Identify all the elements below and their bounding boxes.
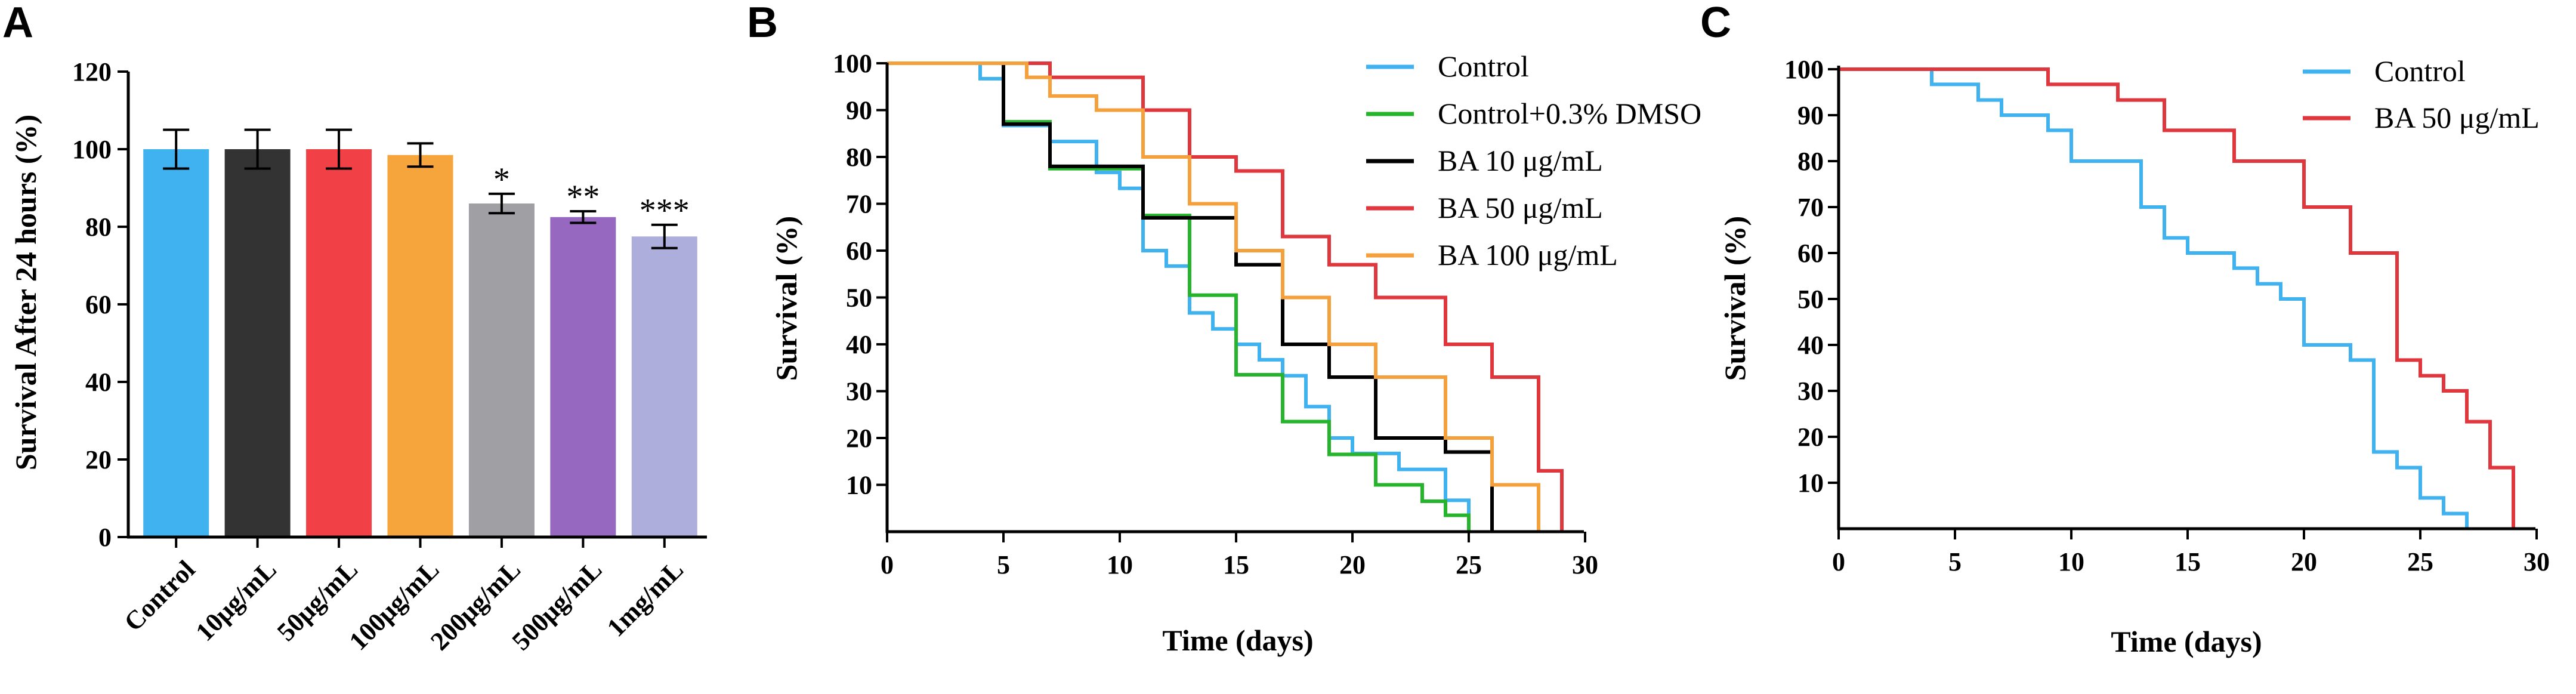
panel-letter-b: B xyxy=(747,0,778,47)
bar-5 xyxy=(550,217,616,537)
y-tick-label-3: 40 xyxy=(1797,331,1824,360)
x-tick-label-5: 500μg/mL xyxy=(506,554,608,656)
y-tick-label-9: 100 xyxy=(833,49,872,78)
bar-1 xyxy=(224,149,291,537)
x-tick-label-2: 10 xyxy=(2058,547,2084,576)
legend-c: Control BA 50 μg/mL xyxy=(2303,54,2540,134)
y-tick-label-7: 80 xyxy=(1797,147,1824,176)
y-tick-label-5: 100 xyxy=(72,135,112,164)
y-tick-label-2: 30 xyxy=(846,377,872,406)
legend-label-1: BA 50 μg/mL xyxy=(2374,101,2540,134)
y-tick-label-1: 20 xyxy=(846,424,872,453)
y-ticks-a: 0 20 40 60 80 100 120 xyxy=(72,57,128,552)
panel-c-survival-chart: 10 20 30 40 50 60 70 80 90 100 0 5 10 15 20 25 30 Survi… xyxy=(1718,54,2550,658)
y-tick-label-3: 40 xyxy=(846,330,872,359)
legend-label-0: Control xyxy=(2374,54,2466,88)
y-tick-label-0: 0 xyxy=(98,523,112,552)
y-tick-label-5: 60 xyxy=(1797,239,1824,268)
x-axis-title-b: Time (days) xyxy=(1162,624,1313,657)
x-tick-label-0: 0 xyxy=(1832,547,1845,576)
legend-b: Control Control+0.3% DMSO BA 10 μg/mL BA 50… xyxy=(1366,50,1701,272)
x-tick-label-6: 30 xyxy=(2524,547,2550,576)
y-tick-label-1: 20 xyxy=(1797,422,1824,452)
x-tick-label-6: 30 xyxy=(1572,550,1598,579)
y-tick-label-8: 90 xyxy=(846,96,872,125)
y-tick-label-6: 70 xyxy=(846,190,872,219)
x-tick-label-5: 25 xyxy=(2407,547,2433,576)
y-tick-label-0: 10 xyxy=(846,471,872,500)
x-tick-label-5: 25 xyxy=(1456,550,1482,579)
series-line-1 xyxy=(1839,67,2515,529)
panel-b-survival-chart: 10 20 30 40 50 60 70 80 90 100 0 5 10 15 20 25 30 Survi… xyxy=(770,49,1701,657)
y-axis-title-a: Survival After 24 hours (%) xyxy=(9,115,42,470)
significance-5: ** xyxy=(566,178,600,215)
legend-label-2: BA 10 μg/mL xyxy=(1438,144,1603,177)
x-tick-label-1: 5 xyxy=(1948,547,1962,576)
y-ticks-b: 10 20 30 40 50 60 70 80 90 100 xyxy=(833,49,887,500)
x-tick-label-0: 0 xyxy=(881,550,894,579)
y-tick-label-4: 50 xyxy=(1797,285,1824,314)
series-line-4 xyxy=(887,61,1540,532)
y-tick-label-4: 80 xyxy=(85,212,112,242)
bar-4 xyxy=(468,203,535,537)
significance-6: *** xyxy=(640,192,690,229)
x-tick-label-6: 1mg/mL xyxy=(601,554,689,642)
series-line-3 xyxy=(887,61,1564,532)
x-tick-label-4: 20 xyxy=(1339,550,1366,579)
legend-label-3: BA 50 μg/mL xyxy=(1438,191,1603,224)
bars-a xyxy=(143,149,697,537)
significance-labels-a: * ** *** xyxy=(493,161,690,229)
series-line-0 xyxy=(1839,67,2469,529)
y-tick-label-0: 10 xyxy=(1797,468,1824,498)
survival-lines-c xyxy=(1839,67,2515,529)
legend-label-4: BA 100 μg/mL xyxy=(1438,238,1618,272)
significance-4: * xyxy=(493,161,510,198)
x-ticks-a: Control10μg/mL50μg/mL100μg/mL200μg/mL500… xyxy=(119,537,689,656)
bar-0 xyxy=(143,149,209,537)
y-tick-label-3: 60 xyxy=(85,290,112,319)
y-tick-label-8: 90 xyxy=(1797,101,1824,130)
x-tick-label-2: 10 xyxy=(1107,550,1133,579)
x-tick-label-1: 5 xyxy=(997,550,1010,579)
bar-6 xyxy=(631,236,697,537)
y-tick-label-4: 50 xyxy=(846,283,872,313)
bar-2 xyxy=(306,149,372,537)
x-tick-label-0: Control xyxy=(119,554,201,637)
panel-letter-a: A xyxy=(2,0,33,47)
y-tick-label-2: 30 xyxy=(1797,377,1824,406)
x-tick-label-3: 15 xyxy=(1223,550,1249,579)
y-ticks-c: 10 20 30 40 50 60 70 80 90 100 xyxy=(1784,55,1839,498)
legend-label-1: Control+0.3% DMSO xyxy=(1438,97,1701,130)
error-bars-a xyxy=(163,128,678,249)
y-tick-label-7: 80 xyxy=(846,143,872,172)
x-tick-label-3: 15 xyxy=(2175,547,2201,576)
x-tick-label-4: 20 xyxy=(2291,547,2317,576)
y-tick-label-1: 20 xyxy=(85,445,112,474)
y-tick-label-9: 100 xyxy=(1784,55,1824,84)
x-ticks-b: 0 5 10 15 20 25 30 xyxy=(881,532,1598,579)
x-axis-title-c: Time (days) xyxy=(2111,625,2262,658)
y-tick-label-2: 40 xyxy=(85,368,112,397)
y-tick-label-5: 60 xyxy=(846,236,872,266)
legend-label-0: Control xyxy=(1438,50,1529,83)
y-tick-label-6: 70 xyxy=(1797,193,1824,222)
x-ticks-c: 0 5 10 15 20 25 30 xyxy=(1832,529,2550,576)
y-axis-title-b: Survival (%) xyxy=(770,216,803,381)
y-tick-label-6: 120 xyxy=(72,57,112,87)
y-axis-title-c: Survival (%) xyxy=(1718,216,1752,381)
survival-lines-b xyxy=(887,61,1564,532)
panel-letter-c: C xyxy=(1700,0,1731,47)
bar-3 xyxy=(387,155,453,537)
x-tick-label-1: 10μg/mL xyxy=(190,554,282,646)
